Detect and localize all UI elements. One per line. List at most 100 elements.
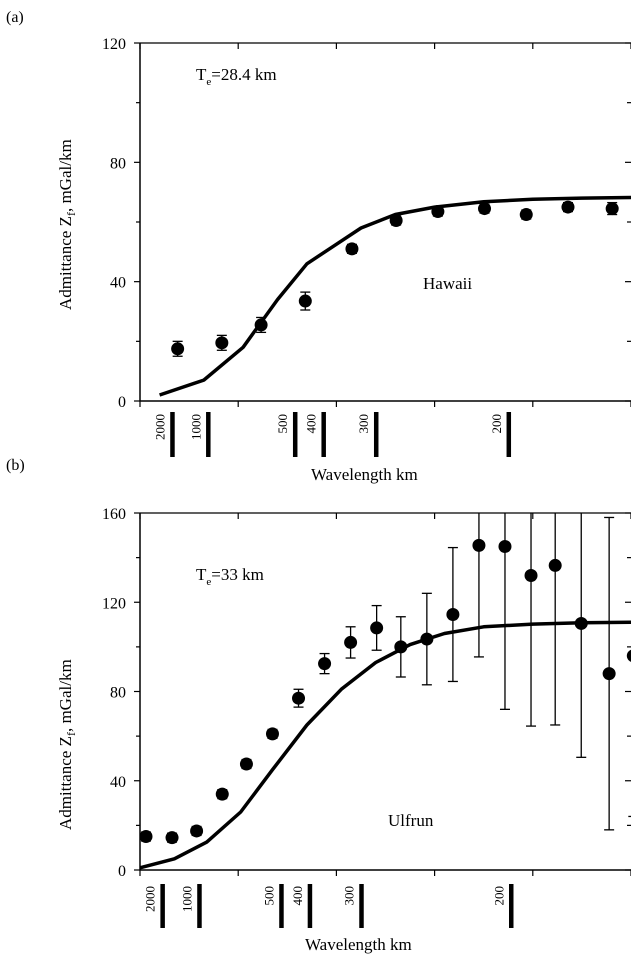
panel-b-point	[472, 513, 486, 658]
panel-b-marker	[344, 635, 358, 649]
panel-a-y-tick-label: 0	[118, 394, 126, 411]
panel-a-wavelength-label: 500	[275, 414, 290, 434]
panel-b-point	[239, 757, 253, 771]
panel-a-marker	[345, 242, 359, 256]
panel-b-wavelength-label: 300	[341, 886, 356, 906]
panel-b-wavelength-label: 500	[261, 886, 276, 906]
panel-b-axes	[134, 512, 631, 876]
panel-b-y-tick-labels: 0 40 80 120 160	[102, 506, 126, 880]
panel-b-point	[370, 604, 384, 651]
panel-a-marker	[561, 200, 575, 214]
panel-a-y-tick-label: 80	[110, 155, 126, 172]
panel-b-marker	[265, 727, 279, 741]
panel-b: (b) 0 40 80 120 160 2000 1000 500 400 300 200 Te=…	[6, 457, 631, 954]
panel-b-point	[574, 513, 588, 758]
panel-a-label: (a)	[6, 9, 24, 26]
panel-b-label: (b)	[6, 457, 25, 474]
panel-a-marker	[215, 336, 229, 350]
panel-a-marker	[431, 205, 445, 219]
panel-a-y-axis-label: Admittance Zf, mGal/km	[56, 139, 78, 310]
panel-b-marker	[602, 667, 616, 681]
panel-b-point	[394, 616, 408, 678]
panel-a-wavelength-label: 400	[304, 414, 319, 434]
panel-b-point	[318, 652, 332, 675]
panel-a: (a) 0 40 80 120 2000 1000 500 400 300 200 Te=28.…	[6, 9, 631, 484]
panel-b-wavelength-label: 400	[290, 886, 305, 906]
panel-a-point	[561, 200, 575, 214]
panel-b-marker	[139, 830, 153, 844]
panel-a-point	[171, 340, 185, 357]
panel-b-point	[548, 513, 562, 726]
panel-a-marker	[254, 318, 268, 332]
panel-a-y-tick-label: 120	[102, 36, 126, 53]
panel-b-wavelength-labels: 2000 1000 500 400 300 200	[143, 884, 514, 928]
panel-b-marker	[498, 539, 512, 553]
panel-b-marker	[524, 568, 538, 582]
panel-b-model-curve	[139, 620, 631, 870]
panel-a-model-line	[159, 195, 631, 397]
panel-b-site-label: Ulfrun	[388, 811, 434, 830]
panel-b-point	[165, 831, 179, 845]
panel-a-point	[215, 334, 229, 351]
panel-b-point	[602, 516, 616, 831]
panel-b-y-tick-label: 160	[102, 506, 126, 523]
panel-a-marker	[298, 294, 312, 308]
panel-a-marker	[478, 202, 492, 216]
panel-b-marker	[626, 649, 631, 662]
panel-a-point	[431, 205, 445, 219]
panel-a-axes	[134, 42, 631, 407]
panel-b-x-axis-label: Wavelength km	[305, 935, 412, 954]
panel-b-point	[344, 626, 358, 659]
panel-a-data-points	[171, 200, 619, 357]
panel-b-data-points	[139, 513, 631, 845]
panel-b-model-line	[139, 620, 631, 870]
panel-a-wavelength-label: 300	[356, 414, 371, 434]
panel-b-marker	[394, 640, 408, 654]
panel-a-point	[605, 201, 619, 216]
panel-a-point	[389, 214, 403, 228]
panel-a-marker	[605, 202, 619, 216]
panel-a-point	[519, 208, 533, 222]
panel-b-te-annotation: Te=33 km	[196, 565, 264, 588]
panel-b-marker	[446, 608, 460, 622]
panel-b-wavelength-label: 200	[491, 886, 506, 906]
panel-b-marker	[472, 538, 486, 552]
panel-a-site-label: Hawaii	[423, 274, 472, 293]
panel-a-te-annotation: Te=28.4 km	[196, 65, 277, 88]
panel-a-marker	[389, 214, 403, 228]
panel-b-y-tick-label: 120	[102, 595, 126, 612]
panel-a-point	[298, 291, 312, 311]
panel-b-wavelength-label: 1000	[179, 886, 194, 912]
panel-a-model-curve	[159, 195, 631, 397]
panel-a-y-tick-labels: 0 40 80 120	[102, 36, 126, 411]
panel-b-point	[265, 727, 279, 741]
panel-b-point	[139, 830, 153, 844]
panel-b-y-tick-label: 80	[110, 685, 126, 702]
panel-b-marker	[548, 558, 562, 572]
panel-a-marker	[519, 208, 533, 222]
panel-b-y-axis-label: Admittance Zf, mGal/km	[56, 659, 78, 830]
panel-a-wavelength-label: 200	[489, 414, 504, 434]
panel-b-point	[190, 824, 204, 838]
panel-a-wavelength-label: 1000	[188, 414, 203, 440]
panel-a-axis-lines	[139, 43, 631, 402]
panel-a-point	[345, 242, 359, 256]
panel-b-marker	[574, 616, 588, 630]
panel-a-wavelength-labels: 2000 1000 500 400 300 200	[152, 412, 512, 457]
panel-b-point	[446, 546, 460, 683]
panel-b-wavelength-label: 2000	[143, 886, 158, 912]
panel-b-marker	[190, 824, 204, 838]
panel-b-point	[420, 592, 434, 686]
panel-b-y-tick-label: 40	[110, 774, 126, 791]
panel-b-y-tick-label: 0	[118, 863, 126, 880]
panel-b-point	[498, 513, 512, 710]
panel-a-point	[254, 316, 268, 334]
panel-a-wavelength-label: 2000	[152, 414, 167, 440]
panel-b-marker	[318, 657, 332, 671]
panel-b-point	[292, 688, 306, 708]
panel-b-point	[215, 787, 229, 801]
panel-b-point	[626, 649, 631, 818]
panel-b-point	[524, 513, 538, 727]
panel-a-y-tick-label: 40	[110, 275, 126, 292]
